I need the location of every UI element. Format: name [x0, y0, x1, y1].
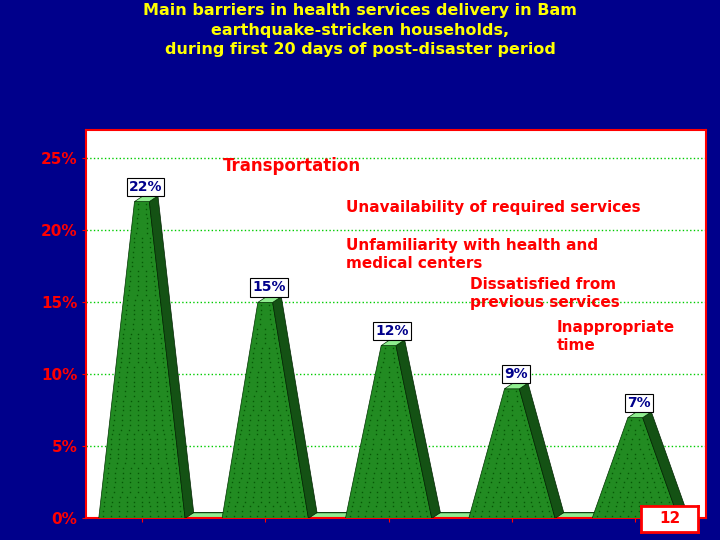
- Polygon shape: [258, 296, 282, 302]
- Polygon shape: [592, 417, 678, 518]
- Text: 12: 12: [659, 511, 680, 526]
- Polygon shape: [505, 383, 528, 389]
- Text: Main barriers in health services delivery in Bam
earthquake-stricken households,: Main barriers in health services deliver…: [143, 3, 577, 57]
- Text: Transportation: Transportation: [222, 157, 361, 175]
- Text: 7%: 7%: [627, 396, 651, 410]
- Polygon shape: [396, 340, 441, 518]
- Polygon shape: [381, 340, 405, 346]
- Text: Dissatisfied from
previous services: Dissatisfied from previous services: [470, 278, 620, 310]
- Polygon shape: [643, 412, 687, 518]
- Polygon shape: [273, 296, 317, 518]
- Polygon shape: [99, 201, 185, 518]
- Text: 22%: 22%: [129, 180, 162, 194]
- Text: Unavailability of required services: Unavailability of required services: [346, 200, 641, 214]
- Text: 15%: 15%: [252, 280, 286, 294]
- Text: 12%: 12%: [376, 323, 409, 338]
- Polygon shape: [135, 196, 158, 201]
- Text: Inappropriate
time: Inappropriate time: [557, 320, 675, 353]
- Polygon shape: [346, 346, 432, 518]
- Polygon shape: [519, 383, 564, 518]
- Text: 9%: 9%: [504, 367, 528, 381]
- Polygon shape: [99, 512, 687, 518]
- Text: Unfamiliarity with health and
medical centers: Unfamiliarity with health and medical ce…: [346, 239, 598, 271]
- Polygon shape: [628, 412, 652, 417]
- Polygon shape: [222, 302, 308, 518]
- Polygon shape: [469, 389, 555, 518]
- Polygon shape: [149, 196, 194, 518]
